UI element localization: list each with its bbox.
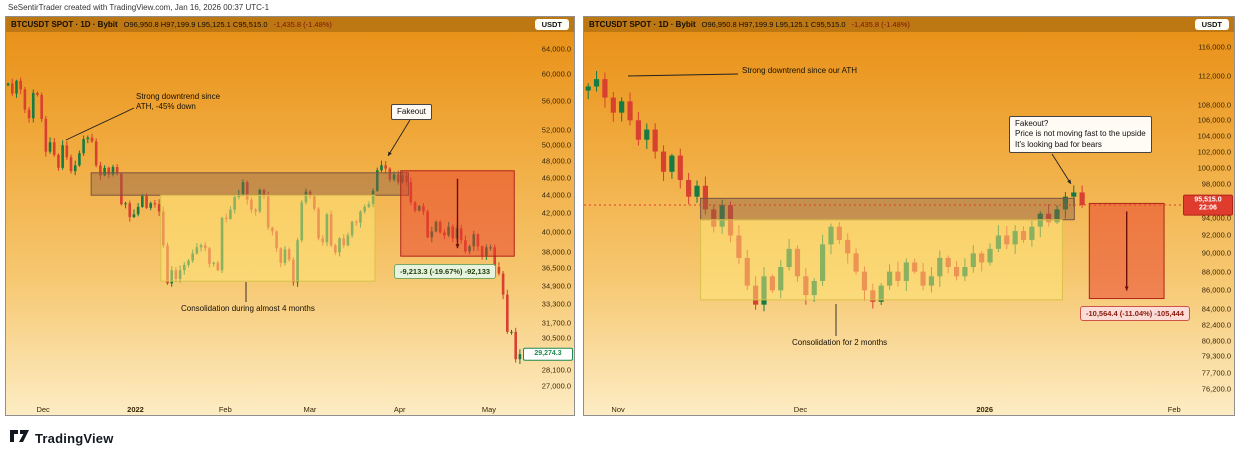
currency-button[interactable]: USDT	[1194, 19, 1229, 30]
price-range-label: -9,213.3 (-19.67%) -92,133	[394, 264, 497, 279]
attribution-text: SeSentirTrader created with TradingView.…	[8, 3, 270, 12]
y-axis-label: 44,000.0	[541, 190, 571, 200]
y-axis-label: 77,700.0	[1201, 368, 1231, 378]
y-axis-label: 56,000.0	[541, 96, 571, 106]
y-axis-label: 108,000.0	[1197, 100, 1231, 110]
y-axis-label: 64,000.0	[541, 44, 571, 54]
consolidation-annotation: Consolidation for 2 months	[792, 338, 888, 347]
chart-header: BTCUSDT SPOT · 1D · Bybit O96,950.8 H97,…	[584, 17, 1234, 32]
brand-name[interactable]: TradingView	[35, 431, 114, 446]
candlestick-canvas[interactable]	[6, 32, 574, 401]
chart-panel-right: BTCUSDT SPOT · 1D · Bybit O96,950.8 H97,…	[583, 16, 1235, 416]
tradingview-logo[interactable]	[10, 429, 30, 448]
y-axis-label: 112,000.0	[1198, 71, 1231, 81]
y-axis-label: 33,300.0	[541, 299, 571, 309]
downtrend-annotation: Strong downtrend since ATH, -45% down	[136, 92, 221, 112]
x-axis-label: Dec	[36, 405, 50, 414]
footer: TradingView	[10, 429, 114, 448]
x-axis-label: Dec	[793, 405, 808, 414]
x-axis-label: Feb	[218, 405, 232, 414]
y-axis-label: 88,000.0	[1201, 267, 1231, 277]
currency-button[interactable]: USDT	[534, 19, 569, 30]
symbol-title[interactable]: BTCUSDT SPOT · 1D · Bybit	[11, 20, 118, 29]
x-axis[interactable]: Dec 2022 Feb Mar Apr May	[6, 401, 574, 415]
y-axis-label: 48,000.0	[541, 156, 571, 166]
y-axis-label: 80,800.0	[1201, 336, 1231, 346]
y-axis-label: 52,000.0	[541, 125, 571, 135]
x-axis-label: Mar	[303, 405, 317, 414]
y-axis-label: 92,000.0	[1201, 230, 1231, 240]
y-axis-label: 86,000.0	[1201, 285, 1231, 295]
last-price-tag: 95,515.0 22:06	[1183, 194, 1233, 216]
chart-panel-left: BTCUSDT SPOT · 1D · Bybit O96,950.8 H97,…	[5, 16, 575, 416]
y-axis-label: 106,000.0	[1197, 115, 1231, 125]
last-price-tag: 29,274.3	[523, 347, 573, 361]
y-axis-label: 102,000.0	[1197, 147, 1231, 157]
ohlc-values: O96,950.8 H97,199.9 L95,125.1 C95,515.0	[701, 20, 846, 29]
fakeout-callout: Fakeout	[391, 104, 432, 121]
x-axis-label: 2026	[976, 405, 993, 414]
y-axis-label: 82,400.0	[1201, 320, 1231, 330]
y-axis-label: 27,000.0	[541, 381, 571, 391]
y-axis-label: 100,000.0	[1197, 163, 1231, 173]
chart-plot-area[interactable]: Strong downtrend since ATH, -45% down Fa…	[6, 32, 574, 401]
consolidation-annotation: Consolidation during almost 4 months	[181, 304, 315, 313]
y-axis-label: 34,900.0	[541, 281, 571, 291]
ohlc-values: O96,950.8 H97,199.9 L95,125.1 C95,515.0	[123, 20, 268, 29]
chart-header: BTCUSDT SPOT · 1D · Bybit O96,950.8 H97,…	[6, 17, 574, 32]
price-range-label: -10,564.4 (-11.04%) -105,444	[1080, 306, 1190, 321]
y-axis-label: 28,100.0	[541, 365, 571, 375]
y-axis-label: 50,000.0	[541, 140, 571, 150]
y-axis-label: 79,300.0	[1201, 351, 1231, 361]
y-axis-label: 116,000.0	[1198, 42, 1231, 52]
y-axis-label: 98,000.0	[1201, 179, 1231, 189]
y-axis-label: 36,500.0	[541, 263, 571, 273]
price-change: -1,435.8 (-1.48%)	[273, 20, 332, 29]
y-axis-label: 42,000.0	[541, 208, 571, 218]
y-axis-label: 38,000.0	[541, 247, 571, 257]
y-axis-label: 30,500.0	[541, 333, 571, 343]
downtrend-annotation: Strong downtrend since our ATH	[742, 66, 858, 75]
x-axis[interactable]: Nov Dec 2026 Feb	[584, 401, 1234, 415]
y-axis-label: 90,000.0	[1201, 248, 1231, 258]
y-axis-label: 31,700.0	[541, 318, 571, 328]
y-axis-label: 94,000.0	[1201, 213, 1231, 223]
y-axis-label: 40,000.0	[541, 227, 571, 237]
price-change: -1,435.8 (-1.48%)	[851, 20, 910, 29]
chart-plot-area[interactable]: Strong downtrend since our ATH Fakeout? …	[584, 32, 1234, 401]
y-axis-label: 46,000.0	[541, 173, 571, 183]
x-axis-label: May	[481, 405, 497, 414]
x-axis-label: Feb	[1167, 405, 1181, 414]
x-axis-label: Nov	[611, 405, 625, 414]
y-axis-label: 60,000.0	[541, 69, 571, 79]
x-axis-label: 2022	[127, 405, 144, 414]
x-axis-label: Apr	[393, 405, 406, 414]
symbol-title[interactable]: BTCUSDT SPOT · 1D · Bybit	[589, 20, 696, 29]
y-axis-label: 104,000.0	[1197, 131, 1231, 141]
fakeout-callout: Fakeout? Price is not moving fast to the…	[1009, 116, 1152, 154]
y-axis-label: 76,200.0	[1201, 384, 1231, 394]
candlestick-canvas[interactable]	[584, 32, 1234, 401]
y-axis-label: 84,000.0	[1201, 304, 1231, 314]
